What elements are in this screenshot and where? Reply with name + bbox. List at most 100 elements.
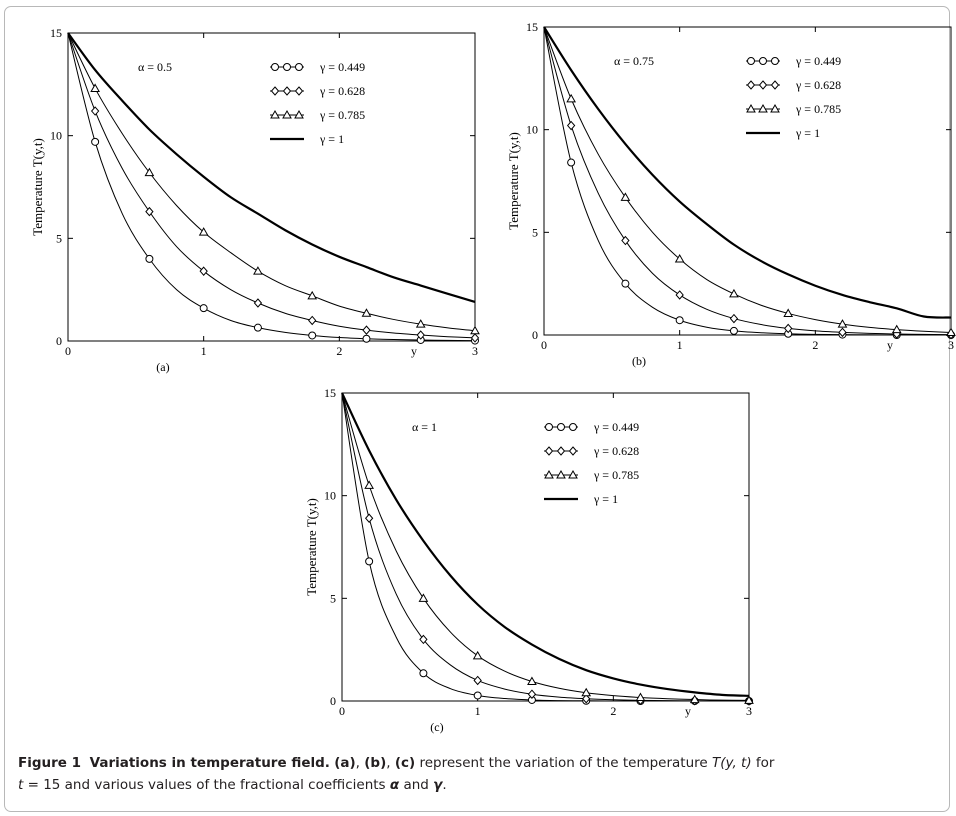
data-point	[145, 206, 154, 217]
data-point	[90, 106, 100, 116]
x-tick-label: 2	[610, 704, 616, 718]
legend-entry: γ = 0.785	[270, 108, 365, 122]
caption-sep: ,	[355, 755, 365, 771]
series-line	[341, 392, 750, 701]
data-point	[675, 316, 684, 325]
y-tick-label: 0	[532, 328, 538, 342]
legend-marker	[270, 86, 280, 96]
series-line	[67, 32, 476, 304]
legend-marker	[556, 469, 566, 479]
x-axis-label: y	[685, 704, 691, 718]
x-tick-label: 1	[677, 338, 683, 352]
data-point	[674, 254, 685, 263]
data-point	[527, 689, 537, 699]
x-tick-label: 3	[746, 704, 752, 718]
data-point	[837, 319, 848, 328]
alpha-annotation: α = 0.5	[138, 60, 172, 74]
legend-entry: γ = 0.628	[270, 84, 365, 98]
data-point	[891, 324, 902, 334]
chart-panel-c: 0 5 10 15 0 1 2 3 y Temperature T(y,t) (c) α = 1 γ =…	[304, 386, 754, 734]
data-point	[364, 480, 374, 489]
data-point	[365, 557, 374, 566]
data-point	[419, 669, 428, 678]
legend-marker	[759, 57, 767, 65]
series-4	[67, 32, 476, 304]
legend-marker	[556, 446, 566, 456]
data-point	[527, 676, 537, 685]
data-point	[567, 158, 576, 167]
legend-marker	[282, 86, 292, 96]
legend-marker	[282, 109, 292, 119]
figure-caption: Figure 1 Variations in temperature field…	[18, 752, 938, 796]
x-tick-label: 2	[812, 338, 818, 352]
x-tick-label: 1	[475, 704, 481, 718]
data-point	[744, 695, 754, 704]
y-tick-label: 5	[330, 591, 336, 605]
plot-frame	[67, 32, 476, 342]
legend-label: γ = 1	[795, 126, 820, 140]
series-line	[543, 26, 952, 319]
caption-panel-a: (a)	[334, 755, 356, 771]
data-point	[470, 325, 480, 335]
y-tick-label: 10	[324, 489, 336, 503]
x-tick-label: 0	[541, 338, 547, 352]
legend-label: γ = 0.449	[319, 60, 365, 74]
data-point	[581, 687, 592, 697]
legend-label: γ = 0.449	[795, 54, 841, 68]
data-point	[361, 308, 372, 317]
caption-heading: Variations in temperature field.	[89, 755, 330, 771]
caption-gamma-symbol: γ	[433, 777, 443, 793]
legend-marker	[747, 57, 755, 65]
series-line	[341, 392, 750, 702]
data-point	[253, 323, 262, 332]
data-point	[416, 330, 425, 340]
data-point	[362, 325, 371, 335]
x-tick-label: 0	[65, 344, 71, 358]
series-line	[67, 32, 476, 332]
legend-entry: γ = 1	[270, 132, 344, 146]
x-tick-label: 3	[472, 344, 478, 358]
legend-marker	[758, 103, 768, 113]
series-4	[543, 26, 952, 319]
series-line	[67, 32, 476, 342]
plot-frame	[543, 26, 952, 336]
data-point	[635, 692, 646, 702]
legend-marker	[295, 63, 303, 71]
caption-figure-label: Figure 1	[18, 755, 82, 771]
data-point	[253, 266, 263, 275]
data-point	[675, 290, 684, 300]
data-point	[729, 288, 739, 298]
legend-marker	[270, 109, 280, 119]
series-2	[341, 392, 754, 706]
caption-panel-c: (c)	[394, 755, 416, 771]
data-point	[582, 693, 591, 704]
y-tick-label: 5	[56, 231, 62, 245]
legend-marker	[557, 423, 565, 431]
data-point	[689, 694, 700, 704]
legend-entry: γ = 0.449	[746, 54, 841, 68]
legend-entry: γ = 0.449	[544, 420, 639, 434]
data-point	[307, 290, 318, 300]
series-1	[543, 26, 955, 339]
legend-marker	[568, 469, 578, 479]
legend-marker	[544, 469, 554, 479]
y-tick-label: 15	[526, 20, 538, 34]
caption-text: represent the variation of the temperatu…	[415, 755, 712, 771]
alpha-annotation: α = 1	[412, 420, 437, 434]
legend-label: γ = 0.785	[795, 102, 841, 116]
y-tick-label: 0	[330, 694, 336, 708]
y-tick-label: 15	[324, 386, 336, 400]
y-tick-label: 5	[532, 225, 538, 239]
data-point	[91, 137, 100, 146]
legend-marker	[746, 103, 756, 113]
data-point	[90, 83, 100, 92]
x-axis-label: y	[411, 344, 417, 358]
alpha-annotation: α = 0.75	[614, 54, 654, 68]
series-line	[67, 32, 476, 339]
data-point	[470, 333, 480, 343]
legend-marker	[294, 86, 304, 96]
legend-marker	[271, 63, 279, 71]
legend-marker	[568, 446, 578, 456]
legend-label: γ = 1	[593, 492, 618, 506]
x-tick-label: 1	[201, 344, 207, 358]
